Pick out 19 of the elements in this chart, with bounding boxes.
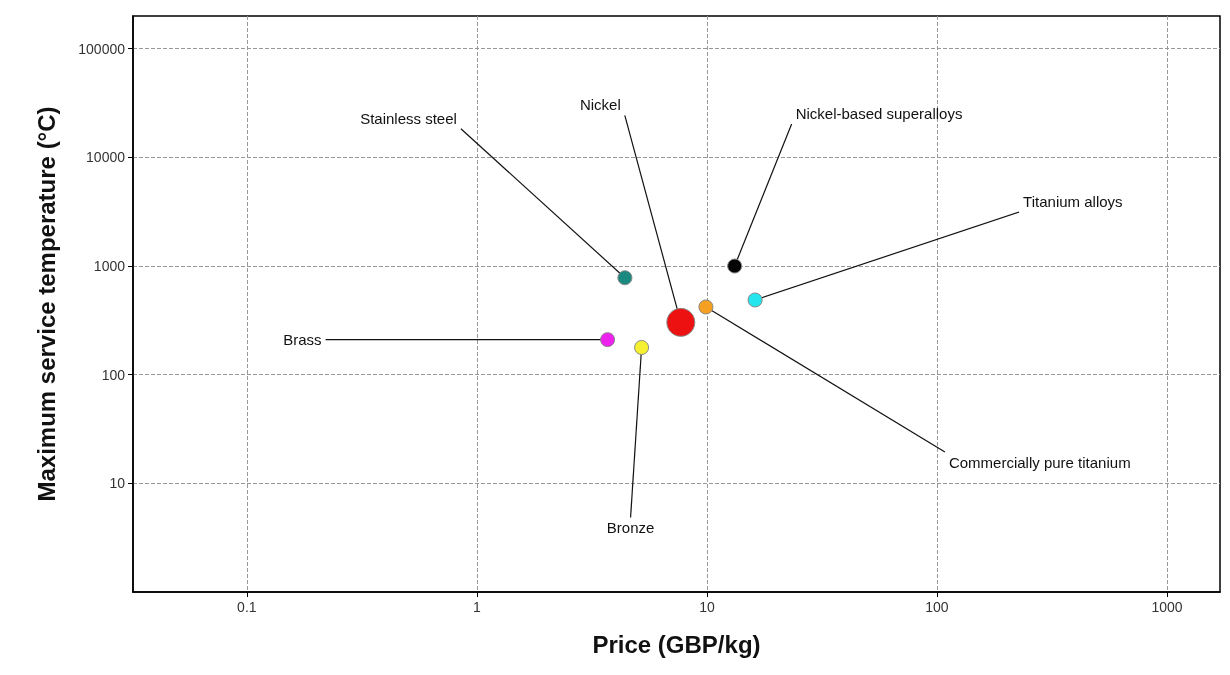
y-tick-label: 10 [109, 475, 126, 492]
x-axis-title: Price (GBP/kg) [592, 630, 761, 658]
x-tick-label: 100 [925, 599, 949, 615]
y-axis-title: Maximum service temperature (°C) [32, 106, 60, 502]
y-tick-label: 1000 [93, 258, 126, 275]
x-tick-label: 10 [699, 599, 715, 615]
annotation: Stainless steel [360, 109, 457, 127]
x-tick-label: 1000 [1151, 599, 1183, 615]
x-tick-label: 1 [472, 599, 481, 615]
annotation: Titanium alloys [1023, 192, 1123, 210]
y-tick-label: 100 [101, 366, 126, 383]
annotation: Commercially pure titanium [948, 453, 1131, 471]
x-tick-label: 0.1 [237, 599, 257, 615]
annotation: Brass [283, 331, 322, 349]
y-tick-label: 10000 [86, 149, 126, 166]
annotation: Nickel-based superalloys [795, 105, 963, 123]
annotation: Nickel [579, 96, 621, 114]
y-tick-label: 100000 [78, 40, 126, 57]
annotation: Bronze [606, 519, 655, 537]
